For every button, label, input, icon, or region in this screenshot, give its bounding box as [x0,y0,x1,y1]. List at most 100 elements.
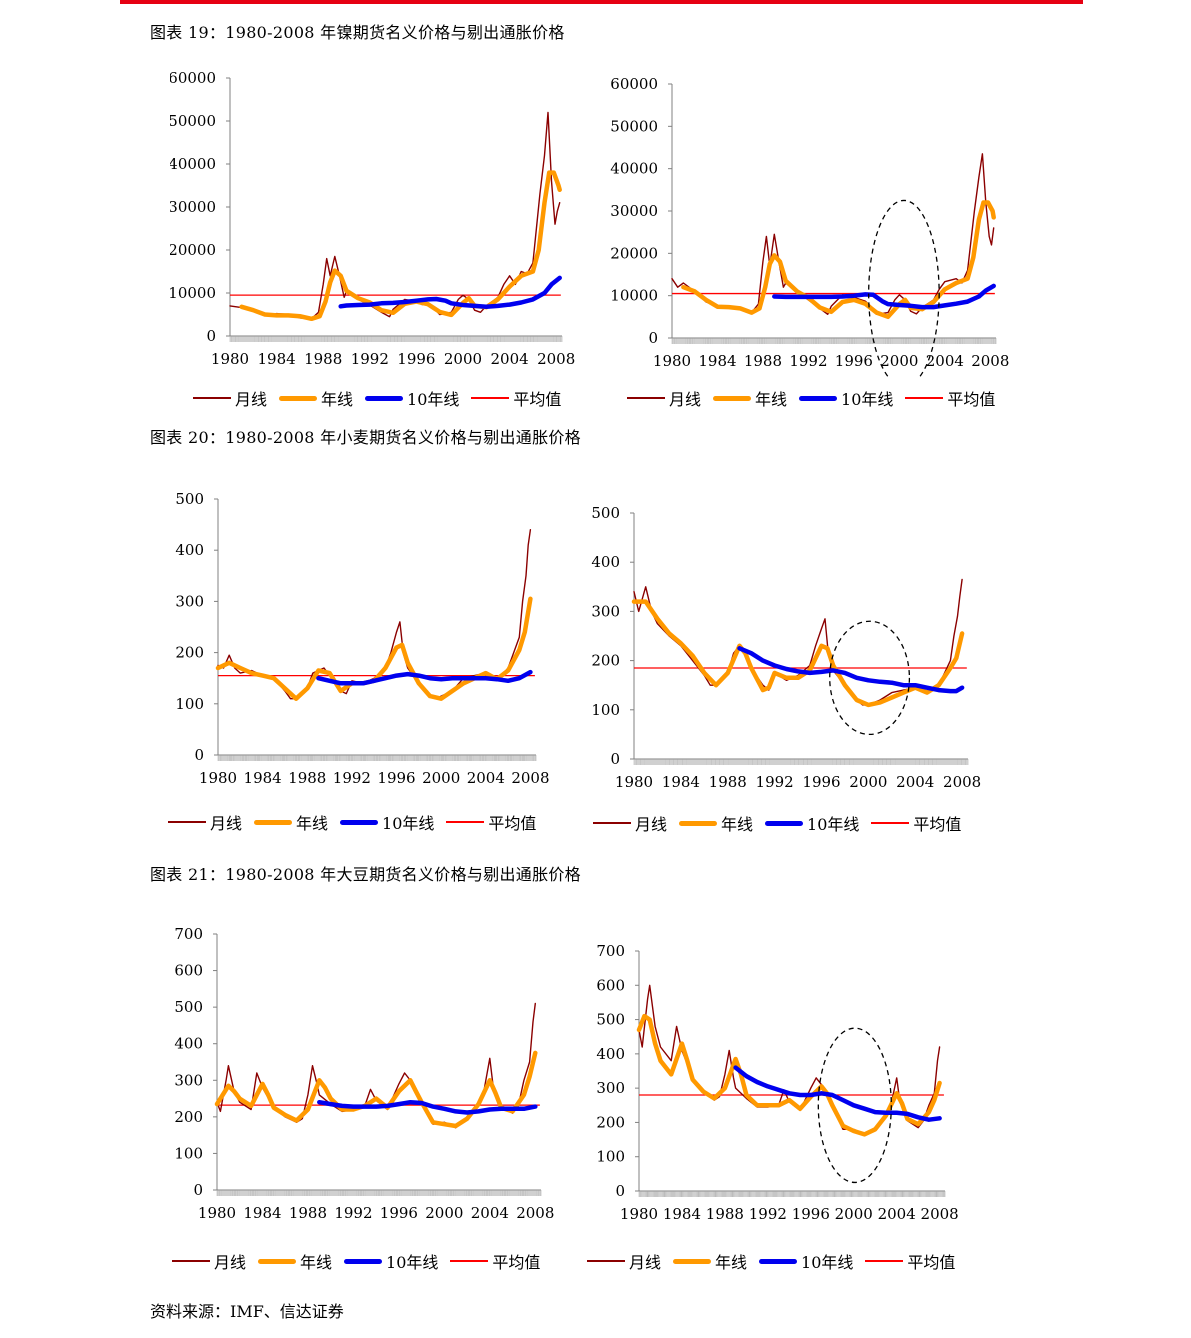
legend-swatch-tenyear [765,820,804,826]
legend-swatch-mean [446,821,485,823]
x-tick-label: 2008 [921,1205,959,1223]
x-tick-label: 1984 [258,350,296,368]
legend-swatch-mean [450,1260,489,1262]
legend-swatch-tenyear [365,395,404,401]
legend-item-monthly: 月线 [193,386,267,410]
legend-item-tenyear: 10年线 [765,811,859,835]
x-tick-label: 1980 [199,769,237,787]
y-tick-label: 300 [175,592,204,610]
x-tick-label: 2008 [971,352,1009,370]
x-tick-label: 1984 [243,1204,281,1222]
highlight-ellipse [829,620,911,736]
legend-swatch-monthly [168,821,206,823]
legend-label-tenyear: 10年线 [386,1253,439,1272]
series-tenyear [737,646,965,694]
legend-item-mean: 平均值 [865,1249,955,1273]
y-tick-label: 700 [596,942,625,960]
header-accent-bar [120,0,1083,4]
series-tenyear [772,283,996,310]
x-tick-label: 1984 [244,769,282,787]
legend-label-mean: 平均值 [947,390,996,409]
legend-label-tenyear: 10年线 [382,814,435,833]
x-tick-label: 1992 [749,1205,787,1223]
legend-soybean-real: 月线 年线 10年线 平均值 [587,1249,967,1273]
y-tick-label: 300 [591,602,620,620]
legend-label-mean: 平均值 [488,814,537,833]
legend-item-tenyear: 10年线 [365,386,459,410]
y-tick-label: 60000 [610,75,658,93]
x-minor-ticks [671,338,997,344]
legend-swatch-annual [679,820,718,826]
legend-swatch-monthly [627,397,665,399]
x-tick-label: 2004 [926,352,964,370]
y-tick-label: 0 [194,746,204,764]
x-tick-label: 1984 [662,773,700,791]
y-tick-label: 700 [174,925,203,943]
y-tick-label: 600 [596,976,625,994]
x-tick-label: 2000 [849,773,887,791]
source-note: 资料来源：IMF、信达证券 [150,1302,344,1321]
chart-soybean-nominal: 0 100 200 300 400 500 600 700 1980 1984 1988 1992 19… [155,918,570,1228]
legend-swatch-annual [254,819,293,825]
legend-swatch-mean [905,397,944,399]
x-tick-label: 1980 [198,1204,236,1222]
legend-swatch-mean [471,397,510,399]
y-tick-label: 0 [615,1182,625,1200]
x-tick-label: 2000 [835,1205,873,1223]
y-tick-label: 400 [591,553,620,571]
series-annual [681,200,996,320]
legend-item-tenyear: 10年线 [344,1249,438,1273]
x-tick-label: 2008 [537,350,575,368]
legend-item-mean: 平均值 [446,810,536,834]
y-tick-label: 500 [175,490,204,508]
x-tick-label: 1980 [211,350,249,368]
y-tick-label: 100 [591,701,620,719]
figure-caption-nickel: 图表 19：1980-2008 年镍期货名义价格与剔出通胀价格 [150,23,565,42]
legend-item-tenyear: 10年线 [759,1249,853,1273]
x-tick-label: 2008 [943,773,981,791]
legend-swatch-annual [258,1258,297,1264]
legend-label-monthly: 月线 [635,815,668,834]
x-tick-label: 1992 [334,1204,372,1222]
legend-item-annual: 年线 [279,386,353,410]
legend-swatch-monthly [593,822,631,824]
highlight-ellipse [868,199,940,378]
legend-item-monthly: 月线 [172,1249,246,1273]
legend-item-annual: 年线 [258,1249,332,1273]
series-tenyear [317,1099,538,1115]
legend-label-tenyear: 10年线 [807,815,860,834]
legend-label-monthly: 月线 [235,390,268,409]
legend-item-annual: 年线 [679,811,753,835]
y-tick-label: 300 [174,1071,203,1089]
chart-nickel-real: 0 10000 20000 30000 40000 50000 60000 1980 1984 1… [606,68,1026,378]
legend-item-tenyear: 10年线 [340,810,434,834]
y-tick-label: 300 [596,1079,625,1097]
x-tick-label: 2000 [880,352,918,370]
legend-item-monthly: 月线 [587,1249,661,1273]
legend-item-annual: 年线 [713,386,787,410]
y-tick-label: 100 [175,695,204,713]
y-tick-label: 50000 [610,117,658,135]
x-tick-label: 1992 [756,773,794,791]
legend-swatch-monthly [587,1260,625,1262]
series-annual [215,596,533,701]
legend-swatch-annual [673,1258,712,1264]
chart-wheat-nominal: 0 100 200 300 400 500 1980 1984 1988 1992 1996 2000… [170,483,570,793]
figure-caption-wheat: 图表 20：1980-2008 年小麦期货名义价格与剔出通胀价格 [150,428,581,447]
x-tick-label: 1988 [706,1205,744,1223]
y-tick-label: 200 [174,1108,203,1126]
legend-wheat-nominal: 月线 年线 10年线 平均值 [168,810,548,834]
x-tick-label: 1996 [835,352,873,370]
x-tick-label: 2004 [896,773,934,791]
legend-label-monthly: 月线 [210,814,243,833]
legend-label-annual: 年线 [721,815,754,834]
x-tick-label: 2004 [490,350,528,368]
series-annual [631,599,965,708]
legend-swatch-annual [713,395,752,401]
legend-label-mean: 平均值 [913,815,962,834]
legend-item-monthly: 月线 [593,811,667,835]
x-tick-label: 1996 [397,350,435,368]
legend-swatch-tenyear [344,1258,383,1264]
legend-swatch-monthly [172,1260,210,1262]
series-tenyear [316,669,533,686]
